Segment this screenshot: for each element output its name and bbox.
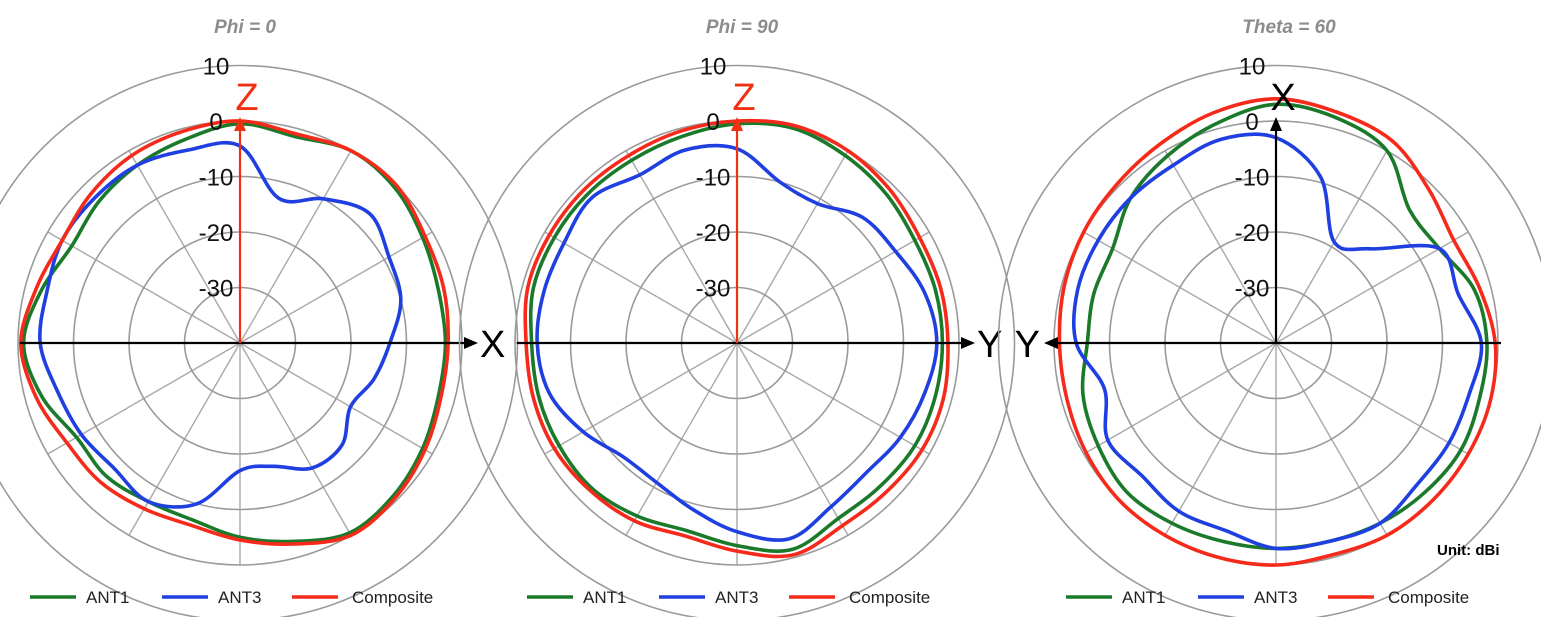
chart-phi-0: Phi = 0 X Z10 0 -10 -20 -30 ANT1 ANT3 Composite xyxy=(0,17,519,617)
chart-theta-60: Theta = 60 Y X10 0 -10 -20 -30 ANT1 ANT3 Composit… xyxy=(997,17,1541,617)
radial-tick-label: 10 xyxy=(1239,54,1266,81)
series-line-ant1 xyxy=(1080,102,1489,551)
radial-tick-label: -30 xyxy=(199,276,234,303)
radial-tick-label: -20 xyxy=(199,220,234,247)
vertical-axis-label: Z xyxy=(235,77,258,119)
horizontal-axis-arrow xyxy=(961,337,975,349)
radial-tick-label: -30 xyxy=(696,276,731,303)
legend-label-ant1: ANT1 xyxy=(86,588,129,607)
legend-label-ant1: ANT1 xyxy=(1122,588,1165,607)
horizontal-axis-arrow xyxy=(464,337,478,349)
legend-label-ant3: ANT3 xyxy=(715,588,758,607)
horizontal-axis-label: X xyxy=(480,324,505,366)
chart-title: Theta = 60 xyxy=(1242,17,1336,38)
series-line-composite xyxy=(523,118,950,559)
vertical-axis-arrow xyxy=(731,117,743,131)
grid-ring xyxy=(458,64,1016,617)
radial-tick-label: -20 xyxy=(696,220,731,247)
unit-label: Unit: dBi xyxy=(1437,542,1499,559)
chart-title: Phi = 90 xyxy=(706,17,779,38)
radial-tick-label: -30 xyxy=(1235,276,1270,303)
vertical-axis-arrow xyxy=(1270,117,1282,131)
legend-label-ant3: ANT3 xyxy=(1254,588,1297,607)
series-line-ant1 xyxy=(21,121,448,544)
vertical-axis-label: X xyxy=(1270,77,1295,119)
series-line-composite xyxy=(1057,97,1498,567)
radial-tick-label: 0 xyxy=(1245,109,1258,136)
chart-title: Phi = 0 xyxy=(214,17,276,38)
radial-tick-label: -20 xyxy=(1235,220,1270,247)
legend-label-composite: Composite xyxy=(352,588,433,607)
horizontal-axis-arrow xyxy=(1044,337,1058,349)
vertical-axis-label: Z xyxy=(732,77,755,119)
radial-tick-label: 0 xyxy=(706,109,719,136)
legend-label-composite: Composite xyxy=(849,588,930,607)
legend-label-ant3: ANT3 xyxy=(218,588,261,607)
radial-tick-label: 0 xyxy=(209,109,222,136)
grid-ring xyxy=(0,64,519,617)
radial-tick-label: -10 xyxy=(696,165,731,192)
series-line-ant1 xyxy=(528,121,945,553)
horizontal-axis-label: Y xyxy=(1015,324,1040,366)
radial-tick-label: 10 xyxy=(203,54,230,81)
legend-label-composite: Composite xyxy=(1388,588,1469,607)
radial-tick-label: -10 xyxy=(1235,165,1270,192)
grid-ring xyxy=(997,64,1541,617)
radial-tick-label: 10 xyxy=(700,54,727,81)
legend-label-ant1: ANT1 xyxy=(583,588,626,607)
radial-tick-label: -10 xyxy=(199,165,234,192)
series-line-ant3 xyxy=(1071,132,1484,551)
vertical-axis-arrow xyxy=(234,117,246,131)
series-line-composite xyxy=(19,119,451,546)
series-line-ant3 xyxy=(535,143,939,542)
